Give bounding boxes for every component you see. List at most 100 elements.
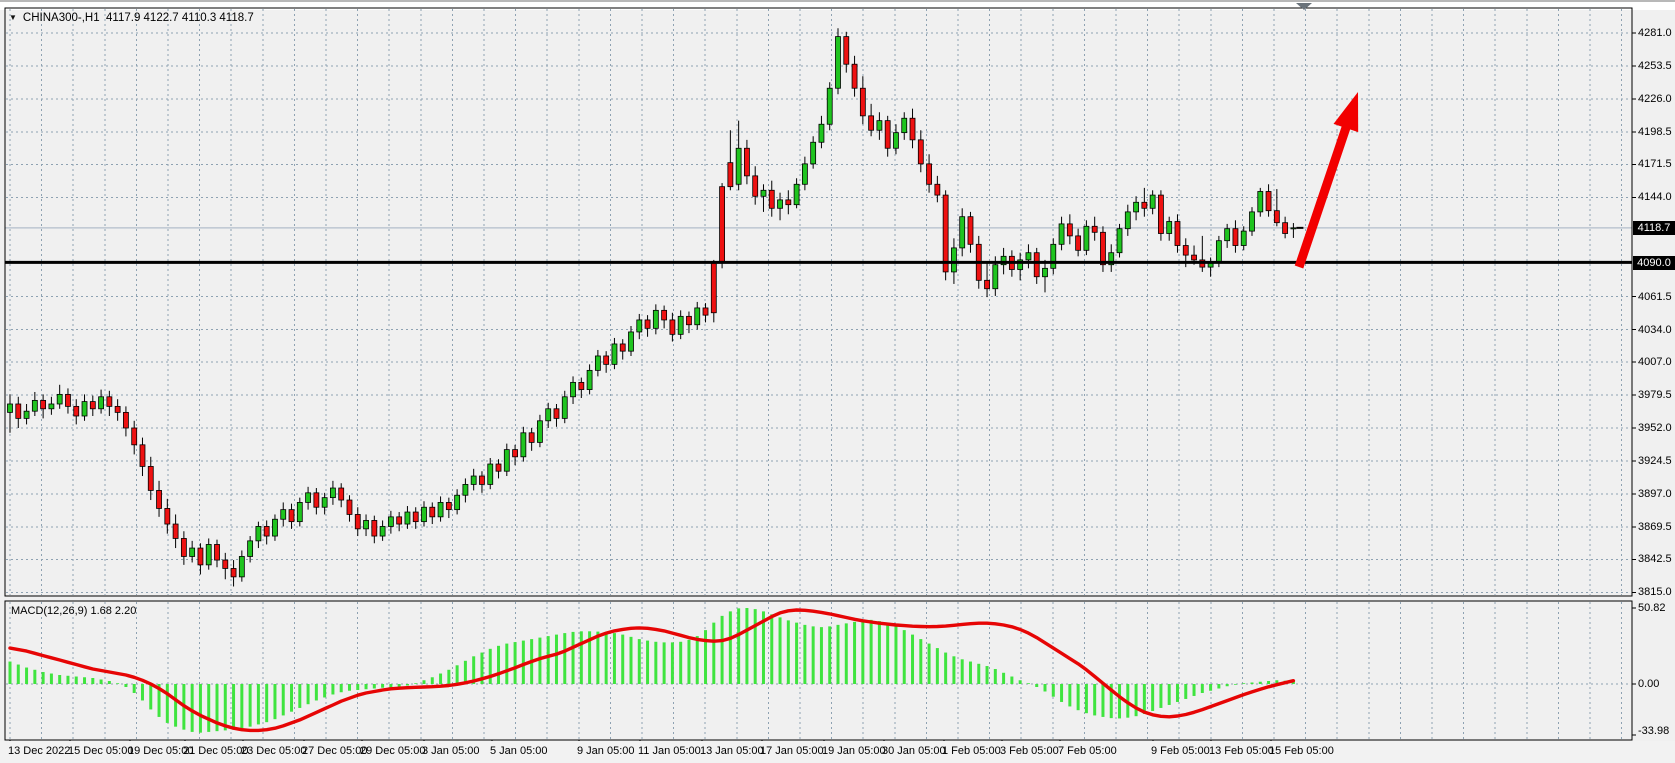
bear-candle [926,163,932,185]
bear-candle [65,393,71,407]
bear-candle [172,523,179,539]
bull-candle [611,343,618,365]
support-line-price-tag: 4090.0 [1633,256,1675,270]
bear-candle [164,508,171,525]
bear-candle [661,309,668,321]
bull-candle [1116,228,1123,254]
bull-candle [561,396,568,419]
bull-candle [280,509,287,520]
bear-candle [214,544,220,561]
bull-candle [487,463,494,485]
bear-candle [768,189,775,209]
bull-candle [1000,255,1007,266]
bull-candle [1149,194,1156,209]
bull-candle [537,420,543,443]
ohlc-values-label: 4117.9 4122.7 4110.3 4118.7 [106,12,254,24]
bull-candle [1240,230,1247,246]
bear-candle [40,399,47,410]
price-axis-label: 3842.5 [1638,553,1672,566]
bull-candle [1108,252,1115,266]
bull-candle [810,141,817,165]
bull-candle [793,183,800,206]
price-axis-label: 4253.5 [1638,60,1672,73]
bear-candle [727,162,734,188]
price-axis-label: 3897.0 [1638,488,1672,501]
bear-candle [288,509,295,523]
bear-candle [752,175,759,197]
bull-candle [835,36,841,89]
time-axis-label: 15 Dec 05:00 [68,745,134,757]
bear-candle [909,117,916,141]
bull-candle [305,492,311,503]
bear-candle [644,319,651,329]
bull-candle [1058,223,1065,245]
bull-candle [735,147,742,185]
candlesticks-layer [7,28,1304,587]
price-axis-label: 4198.5 [1638,126,1672,139]
bull-candle [330,487,336,499]
bull-candle [586,369,593,390]
symbol-timeframe-label: CHINA300-,H1 [22,12,100,24]
grid-lines [6,9,1631,739]
bull-candle [893,132,899,149]
bull-candle [1249,211,1255,232]
price-axis-label: 3979.5 [1638,388,1672,401]
bear-candle [603,355,610,365]
bear-candle [396,516,403,525]
macd-histogram-layer [8,607,1295,733]
trend-arrow-annotation[interactable] [1294,92,1359,269]
bull-candle [594,355,601,371]
time-axis-label: 1 Feb 05:00 [942,745,1001,757]
bear-candle [1174,221,1181,246]
bear-candle [851,63,858,89]
bear-candle [1191,254,1197,261]
bull-candle [321,497,328,508]
chart-title: ▼ CHINA300-,H1 4117.9 4122.7 4110.3 4118.… [9,12,254,24]
price-axis-label: 4144.0 [1638,191,1672,204]
price-axis-label: 3815.0 [1638,586,1672,599]
bull-candle [801,163,808,185]
time-axis-label: 23 Dec 05:00 [241,745,307,757]
bear-candle [197,547,204,566]
bear-candle [744,147,750,177]
bull-candle [503,449,510,472]
bull-candle [876,120,883,131]
time-axis-label: 13 Jan 05:00 [700,745,764,757]
time-axis-label: 7 Feb 05:00 [1058,745,1117,757]
bull-candle [1133,201,1139,213]
time-axis-label: 19 Jan 05:00 [822,745,886,757]
bull-candle [1124,211,1131,230]
bull-candle [570,381,576,398]
bear-candle [785,199,792,206]
bear-candle [156,490,162,509]
price-axis-label: 3952.0 [1638,421,1672,434]
time-axis-label: 15 Feb 05:00 [1269,745,1334,757]
bear-candle [868,115,875,131]
bear-candle [412,511,419,523]
bull-candle [23,410,30,419]
price-axis-label: 4061.5 [1638,290,1672,303]
bull-candle [677,315,684,335]
bear-candle [114,405,121,413]
bear-candle [1091,225,1098,233]
bull-candle [272,518,278,537]
bull-candle [951,247,957,273]
symbol-dropdown-icon[interactable]: ▼ [9,13,17,22]
bull-candle [247,540,254,557]
bear-candle [1282,222,1289,234]
bull-candle [1224,228,1231,242]
bull-candle [1042,267,1048,278]
time-axis-label: 30 Jan 05:00 [882,745,946,757]
bear-candle [528,432,535,443]
chart-shift-marker[interactable] [1296,3,1312,10]
bull-candle [470,475,477,485]
bear-candle [619,343,626,352]
time-axis-label: 11 Jan 05:00 [638,745,701,757]
time-axis-label: 29 Dec 05:00 [360,745,426,757]
price-axis-label: 3869.5 [1638,521,1672,534]
bear-candle [222,559,229,569]
time-axis[interactable]: 13 Dec 2022 15 Dec 05:00 19 Dec 05:00 21 De… [0,741,1675,763]
price-axis-label: 4007.0 [1638,355,1672,368]
macd-axis-min-label: -33.98 [1638,725,1670,737]
